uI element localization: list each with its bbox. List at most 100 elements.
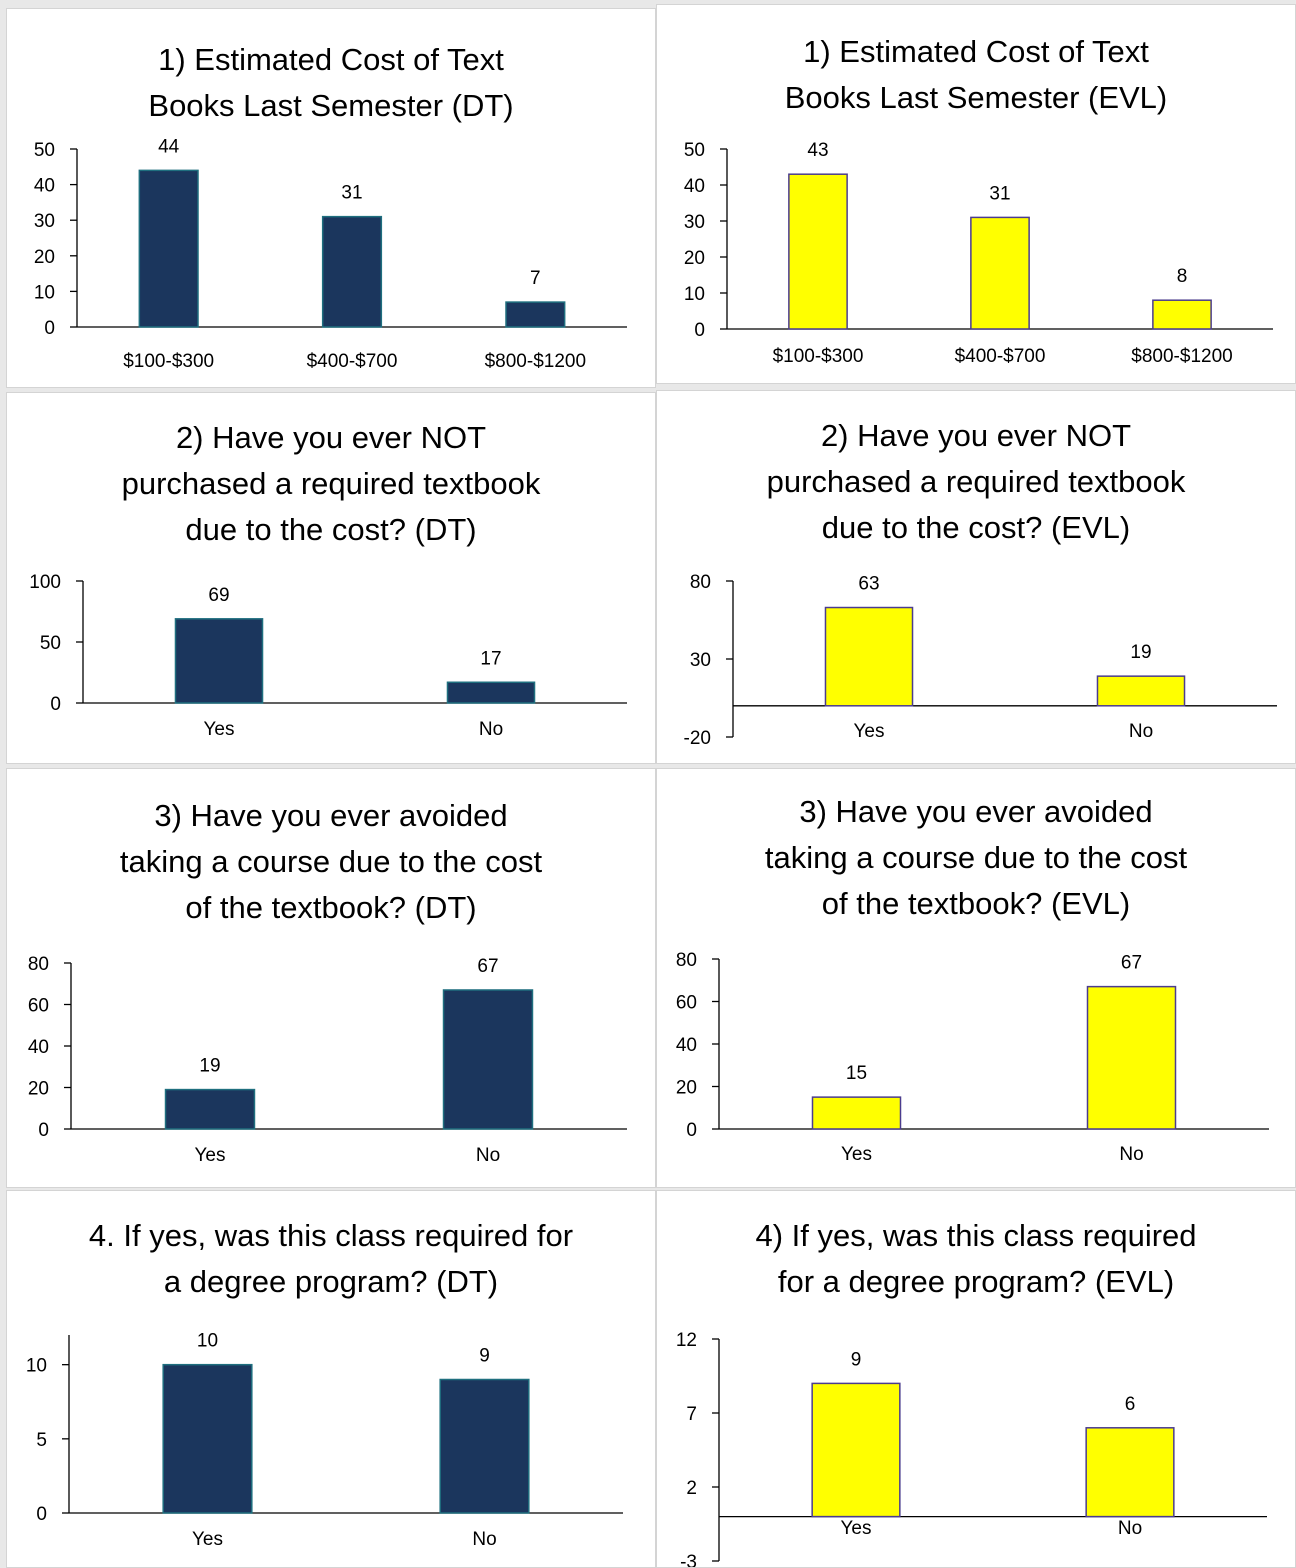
chart-svg: 0 10 20 30 40 50 43 $100-$300 31 $400-$700 8 $800-$… [684,140,1273,367]
data-label: 43 [807,140,828,161]
chart-panel-2-dt: 2) Have you ever NOT purchased a require… [6,392,656,764]
x-category-label: $100-$300 [123,351,214,372]
data-label: 19 [1130,642,1151,663]
x-category-label: $100-$300 [773,346,864,367]
x-category-label: Yes [204,719,235,740]
x-category-label: No [476,1145,500,1166]
y-tick-label: 80 [676,950,697,971]
chart-panel-2-evl: 2) Have you ever NOT purchased a require… [656,390,1296,764]
chart-title: 3) Have you ever avoided taking a course… [764,794,1188,921]
bar [174,618,264,704]
x-category-label: Yes [854,721,885,742]
chart-svg: 0 20 40 60 80 19 Yes 67 No [28,954,627,1166]
data-label: 31 [341,183,362,204]
bar [1085,1427,1175,1518]
y-tick-label: 80 [28,954,49,975]
y-tick-label: 40 [28,1037,49,1058]
bar [321,215,383,328]
chart-panel-1-evl: 1) Estimated Cost of Text Books Last Sem… [656,4,1296,384]
bar [811,1382,901,1518]
data-label: 15 [846,1063,867,1084]
data-label: 7 [530,268,541,289]
data-label: 63 [858,574,879,595]
y-tick-label: 50 [34,140,55,161]
x-category-label: $800-$1200 [485,351,586,372]
data-label: 10 [197,1331,218,1352]
chart-panel-3-evl: 3) Have you ever avoided taking a course… [656,768,1296,1188]
y-tick-label: 60 [28,996,49,1017]
y-tick-label: 0 [36,1504,47,1525]
y-tick-label: 40 [34,176,55,197]
y-tick-label: 10 [34,282,55,303]
x-category-label: No [1118,1518,1142,1539]
x-category-label: Yes [841,1518,872,1539]
x-category-label: No [479,719,503,740]
y-tick-label: 60 [676,993,697,1014]
data-label: 69 [208,585,229,606]
chart-svg: 0 5 10 10 Yes 9 No [26,1331,623,1550]
y-tick-label: 10 [684,284,705,305]
data-label: 8 [1177,266,1188,287]
y-tick-label: 100 [29,572,61,593]
y-tick-label: 0 [44,318,55,339]
chart-svg: -20 30 80 63 Yes 19 No [684,572,1277,749]
y-tick-label: 50 [684,140,705,161]
bar [164,1088,256,1130]
x-category-label: $400-$700 [955,346,1046,367]
y-tick-label: 20 [28,1079,49,1100]
y-tick-label: 30 [690,650,711,671]
data-label: 9 [851,1349,862,1370]
bar [1086,985,1177,1130]
data-label: 67 [1121,953,1142,974]
chart-panel-3-dt: 3) Have you ever avoided taking a course… [6,768,656,1188]
chart-panel-1-dt: 1) Estimated Cost of Text Books Last Sem… [6,8,656,388]
x-category-label: Yes [192,1529,223,1550]
chart-title: 4. If yes, was this class required for a… [88,1218,574,1299]
data-label: 17 [480,648,501,669]
x-category-label: Yes [195,1145,226,1166]
x-category-label: No [1119,1144,1143,1165]
chart-title: 4) If yes, was this class required for a… [755,1218,1197,1299]
chart-svg: 0 50 100 69 Yes 17 No [29,572,627,740]
chart-svg: -3 2 7 12 9 Yes 6 No [676,1330,1267,1568]
y-tick-label: -3 [680,1552,697,1568]
y-tick-label: -20 [684,728,711,749]
x-category-label: No [472,1529,496,1550]
bar [970,216,1030,330]
y-tick-label: 2 [686,1478,697,1499]
y-tick-label: 30 [684,212,705,233]
y-tick-label: 0 [694,320,705,341]
x-category-label: Yes [841,1144,872,1165]
y-tick-label: 0 [50,694,61,715]
chart-title: 1) Estimated Cost of Text Books Last Sem… [784,34,1168,115]
y-tick-label: 0 [38,1120,49,1141]
bar [138,169,199,328]
bar [446,681,536,704]
bar [788,173,848,330]
chart-title: 2) Have you ever NOT purchased a require… [121,420,541,547]
chart-title: 3) Have you ever avoided taking a course… [119,798,543,925]
data-label: 67 [477,956,498,977]
chart-title: 1) Estimated Cost of Text Books Last Sem… [148,42,514,123]
y-tick-label: 5 [36,1430,47,1451]
y-tick-label: 40 [684,176,705,197]
y-tick-label: 80 [690,572,711,593]
chart-svg: 0 10 20 30 40 50 44 $100-$300 31 $400-$700 7 $800-$… [34,136,627,372]
bar [442,989,534,1130]
data-label: 19 [199,1056,220,1077]
bar [439,1378,530,1514]
bar [1096,675,1186,707]
bar [505,301,566,328]
x-category-label: $400-$700 [307,351,398,372]
data-label: 6 [1125,1394,1136,1415]
data-label: 44 [158,136,180,157]
bar [811,1096,902,1130]
y-tick-label: 20 [676,1078,697,1099]
data-label: 9 [479,1346,490,1367]
chart-panel-4-evl: 4) If yes, was this class required for a… [656,1190,1296,1568]
y-tick-label: 20 [684,248,705,269]
y-tick-label: 12 [676,1330,697,1351]
y-tick-label: 30 [34,211,55,232]
y-tick-label: 0 [686,1120,697,1141]
y-tick-label: 50 [40,633,61,654]
